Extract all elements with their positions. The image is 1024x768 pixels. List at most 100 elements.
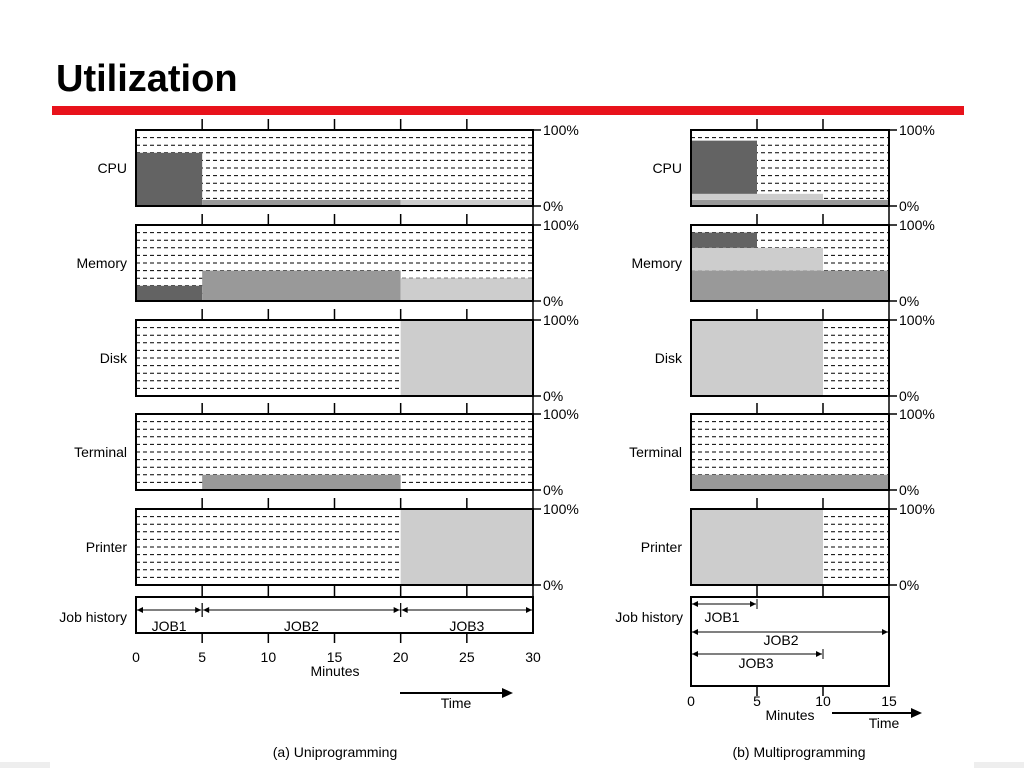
chart-caption: (b) Multiprogramming	[732, 744, 865, 760]
bar-terminal-job2	[202, 474, 401, 490]
resource-label-disk: Disk	[100, 350, 128, 366]
resource-label-cpu: CPU	[652, 160, 682, 176]
bar-cpu-job2	[757, 199, 823, 206]
time-arrow-head	[502, 688, 513, 698]
bar-cpu-job1	[691, 140, 757, 194]
bar-memory-job2	[757, 270, 823, 301]
arrow-head-left	[692, 629, 698, 635]
uniprogramming-chart: 100%0%CPU100%0%Memory100%0%Disk100%0%Ter…	[59, 119, 579, 760]
panel-terminal: 100% 0% Terminal	[629, 406, 935, 498]
bar-cpu-job1	[136, 152, 203, 206]
x-tick-label: 5	[753, 693, 761, 709]
panel-frame	[690, 319, 890, 397]
arrow-head-left	[692, 651, 698, 657]
job-label-job3: JOB3	[449, 618, 484, 634]
title-rule	[52, 106, 964, 115]
x-tick-label: 0	[687, 693, 695, 709]
resource-label-terminal: Terminal	[629, 444, 682, 460]
resource-label-memory: Memory	[76, 255, 127, 271]
panel-frame	[690, 508, 890, 586]
y-tick-label-0: 0%	[543, 388, 563, 404]
bar-memory-job2	[823, 270, 889, 301]
panel-frame	[690, 413, 890, 491]
bar-printer-job3	[400, 509, 533, 585]
time-label: Time	[869, 715, 900, 731]
x-tick-label: 5	[198, 649, 206, 665]
bar-disk-job3	[400, 320, 533, 396]
bar-cpu-job3	[400, 199, 533, 206]
y-tick-label-0: 0%	[543, 293, 563, 309]
time-label: Time	[441, 695, 472, 711]
arrow-head-left	[401, 607, 408, 613]
x-tick-label: 25	[459, 649, 475, 665]
job-span-job3	[692, 651, 822, 657]
bar-printer-job3	[691, 509, 823, 585]
y-tick-label-0: 0%	[543, 577, 563, 593]
bar-cpu-job3	[691, 193, 757, 200]
job-label-job1: JOB1	[152, 618, 187, 634]
bar-memory-job2	[202, 270, 401, 301]
resource-label-terminal: Terminal	[74, 444, 127, 460]
y-tick-label-0: 0%	[899, 388, 919, 404]
y-tick-label-100: 100%	[899, 122, 935, 138]
resource-label-printer: Printer	[641, 539, 683, 555]
y-tick-label-100: 100%	[899, 217, 935, 233]
y-tick-label-0: 0%	[899, 482, 919, 498]
bar-cpu-job2	[691, 199, 757, 206]
panel-cpu: 100% 0% CPU	[97, 122, 578, 214]
bar-cpu-job2	[202, 199, 401, 206]
arrow-head-right	[816, 651, 822, 657]
job-span-job3	[401, 607, 532, 613]
y-tick-label-0: 0%	[899, 198, 919, 214]
job-span-job2	[692, 629, 888, 635]
job-span-job1	[137, 607, 202, 613]
resource-label-cpu: CPU	[97, 160, 127, 176]
resource-label-memory: Memory	[631, 255, 682, 271]
x-tick-label: 10	[261, 649, 277, 665]
bar-memory-job2	[691, 270, 757, 301]
job-history: Job history JOB1 JOB2 JOB3	[59, 596, 534, 643]
panel-cpu: 100% 0% CPU	[652, 122, 934, 214]
chart-caption: (a) Uniprogramming	[273, 744, 397, 760]
bar-cpu-job2	[823, 199, 889, 206]
panel-disk: 100% 0% Disk	[655, 312, 935, 404]
bar-memory-job3	[400, 278, 533, 301]
slide-corner-right	[974, 762, 1024, 768]
job-history-label: Job history	[59, 609, 127, 625]
slide-corner-left	[0, 762, 50, 768]
job-span-job2	[203, 607, 400, 613]
panel-disk: 100% 0% Disk	[100, 312, 579, 404]
bar-terminal-job2	[691, 474, 889, 490]
arrow-head-right	[526, 607, 532, 613]
job-history-frame	[690, 596, 890, 687]
bar-memory-job1	[136, 285, 203, 301]
y-tick-label-100: 100%	[543, 217, 579, 233]
y-tick-label-100: 100%	[543, 501, 579, 517]
x-tick-label: 0	[132, 649, 140, 665]
y-tick-label-100: 100%	[543, 312, 579, 328]
time-arrow-head	[911, 708, 922, 718]
y-tick-label-0: 0%	[899, 577, 919, 593]
x-tick-label: 10	[815, 693, 831, 709]
bar-memory-job3	[757, 247, 823, 271]
arrow-head-left	[692, 601, 698, 607]
y-tick-label-0: 0%	[899, 293, 919, 309]
x-tick-label: 15	[327, 649, 343, 665]
arrow-head-right	[750, 601, 756, 607]
y-tick-label-0: 0%	[543, 482, 563, 498]
job-label-job3: JOB3	[738, 655, 773, 671]
x-tick-label: 20	[393, 649, 409, 665]
y-tick-label-100: 100%	[899, 406, 935, 422]
panel-terminal: 100% 0% Terminal	[74, 406, 579, 498]
bar-memory-job3	[691, 247, 757, 271]
slide-title: Utilization	[56, 58, 238, 100]
panel-printer: 100% 0% Printer	[641, 501, 935, 593]
x-tick-label: 30	[525, 649, 541, 665]
panel-memory: 100% 0% Memory	[76, 217, 578, 309]
panel-printer: 100% 0% Printer	[86, 501, 579, 593]
y-tick-label-100: 100%	[899, 501, 935, 517]
y-tick-label-0: 0%	[543, 198, 563, 214]
arrow-head-left	[203, 607, 210, 613]
arrow-head-left	[137, 607, 143, 613]
